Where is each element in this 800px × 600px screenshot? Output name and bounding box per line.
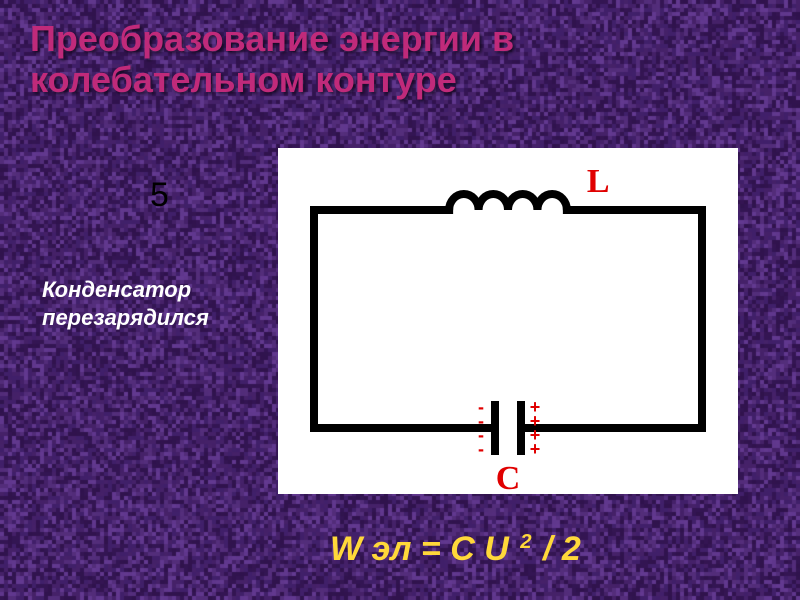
svg-text:C: C: [496, 460, 521, 494]
formula-exponent: 2: [520, 531, 531, 553]
circuit-svg: -+-+-+-+LC: [278, 148, 738, 494]
slide-title: Преобразование энергии в колебательном к…: [30, 18, 770, 101]
step-number: 5: [150, 176, 169, 215]
svg-text:L: L: [587, 163, 610, 200]
energy-formula: W эл = C U 2 / 2: [330, 530, 581, 569]
circuit-diagram: -+-+-+-+LC: [278, 148, 738, 494]
slide-content: Преобразование энергии в колебательном к…: [0, 0, 800, 600]
svg-text:-: -: [478, 439, 484, 459]
formula-suffix: / 2: [534, 530, 581, 568]
slide: Преобразование энергии в колебательном к…: [0, 0, 800, 600]
formula-prefix: W эл = C U: [330, 530, 518, 568]
caption-line-2: перезарядился: [42, 305, 209, 330]
caption-line-1: Конденсатор: [42, 277, 191, 302]
svg-text:+: +: [530, 439, 541, 459]
caption: Конденсатор перезарядился: [42, 276, 209, 331]
